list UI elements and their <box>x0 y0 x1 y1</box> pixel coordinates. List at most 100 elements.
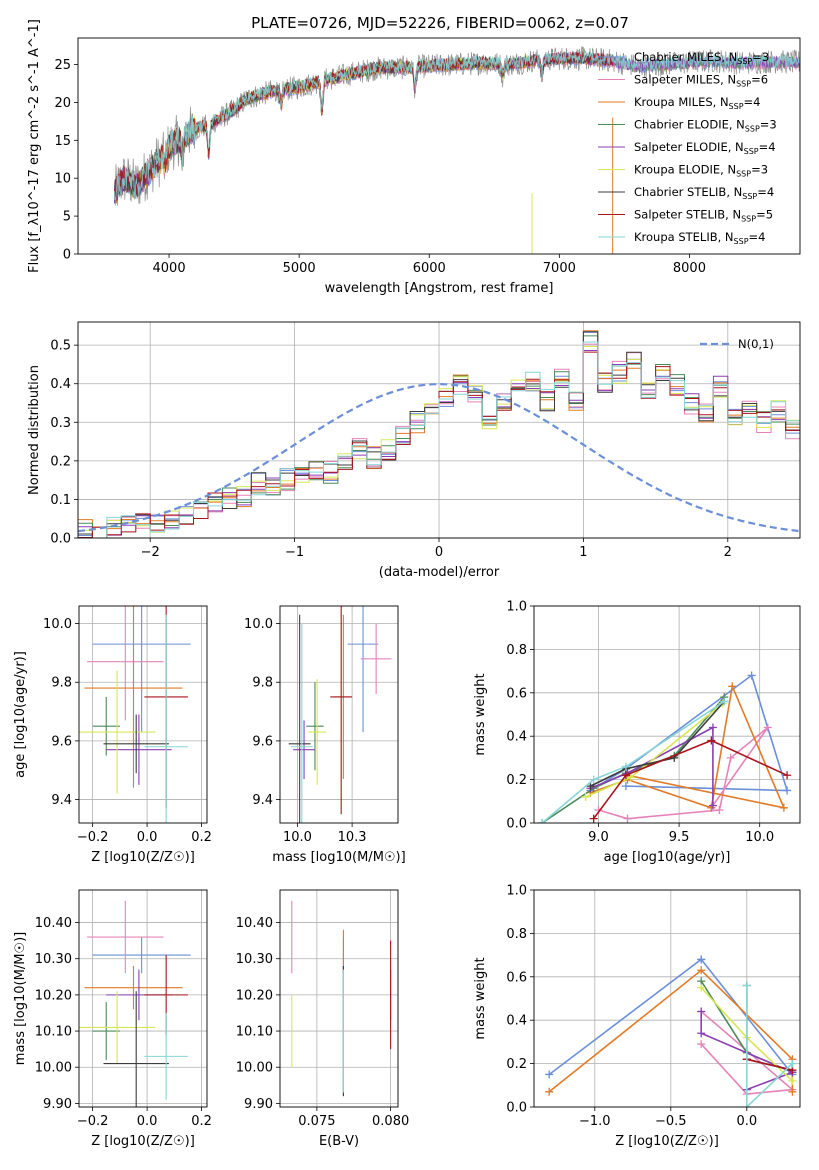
data-point-marker <box>779 803 788 812</box>
y-tick-label: 10.00 <box>236 1061 273 1076</box>
data-point-marker <box>621 762 630 771</box>
axes-frame <box>533 605 801 824</box>
y-tick-label: 0.5 <box>50 339 71 354</box>
y-tick-label: 0.6 <box>506 970 527 985</box>
data-point-marker <box>742 1103 751 1107</box>
y-tick-label: 10.20 <box>236 988 273 1003</box>
y-tick-label: 9.6 <box>51 734 72 749</box>
mass-vs-Z-panel: −0.2 0.0 0.2 9.90 10.00 10.10 10.20 10.30 10.40 Z… <box>13 889 212 1149</box>
x-axis-label: E(B-V) <box>319 1134 359 1149</box>
x-axis-label: Z [log10(Z/Z☉)] <box>615 1134 719 1149</box>
legend-value: =3 <box>751 163 768 177</box>
legend-entry: Salpeter STELIB, NSSP=5 <box>634 208 773 224</box>
legend-subscript: SSP <box>745 125 760 134</box>
errorbar-kroupa-stelib <box>144 614 188 823</box>
data-point-marker <box>589 814 598 823</box>
y-tick-label: 15 <box>54 134 71 149</box>
legend-subscript: SSP <box>736 80 751 89</box>
y-axis-label: mass [log10(M/M☉)] <box>13 932 28 1065</box>
axes-frame <box>78 889 208 1108</box>
histogram-kroupa-elodie <box>78 346 800 533</box>
y-axis-label: Normed distribution <box>27 365 42 495</box>
data-point-marker <box>747 671 756 680</box>
data-point-marker <box>788 1076 797 1085</box>
x-axis-label: wavelength [Angstrom, rest frame] <box>325 281 554 296</box>
x-tick-label: 1 <box>579 545 587 560</box>
legend-subscript: SSP <box>729 102 744 111</box>
legend-value: =4 <box>757 185 774 199</box>
x-tick-label: 10.0 <box>745 830 774 845</box>
x-tick-label: 2 <box>724 545 732 560</box>
data-point-marker <box>697 955 706 964</box>
y-tick-label: 9.8 <box>51 676 72 691</box>
legend-entry: Kroupa ELODIE, NSSP=3 <box>634 163 768 179</box>
y-tick-label: 0.8 <box>506 643 527 658</box>
x-tick-label: 0.0 <box>137 830 158 845</box>
model-spectrum-kroupa-stelib <box>114 50 800 201</box>
axes-frame <box>533 889 801 1108</box>
errorbar-salpeter-miles <box>87 606 164 721</box>
data-point-marker <box>783 771 792 780</box>
y-tick-label: 0.1 <box>50 493 71 508</box>
y-tick-label: 10.20 <box>35 988 72 1003</box>
y-tick-label: 0.0 <box>50 532 71 547</box>
data-point-marker <box>726 753 735 762</box>
axes-frame <box>77 37 801 255</box>
series-kroupa-stelib <box>742 981 797 1107</box>
legend-subscript: SSP <box>744 147 759 156</box>
errorbars <box>291 900 392 1097</box>
data-point-marker <box>720 697 729 706</box>
errorbar-salpeter-miles <box>360 623 392 694</box>
y-tick-label: 0.0 <box>506 1101 527 1116</box>
data-point-marker <box>623 814 632 823</box>
y-tick-label: 0.4 <box>506 730 527 745</box>
data-point-marker <box>621 782 630 791</box>
legend-value: =5 <box>756 208 773 222</box>
data-point-marker <box>763 723 772 732</box>
y-tick-label: 25 <box>54 58 71 73</box>
data-point-marker <box>626 773 635 782</box>
y-tick-label: 9.6 <box>252 734 273 749</box>
data-point-marker <box>708 723 717 732</box>
y-tick-label: 0.4 <box>506 1014 527 1029</box>
legend-subscript: SSP <box>741 215 756 224</box>
x-tick-label: 9.0 <box>588 830 609 845</box>
x-tick-label: 6000 <box>413 261 446 276</box>
data-point-marker <box>538 819 547 823</box>
histogram-kroupa-stelib <box>78 341 800 538</box>
data-point-marker <box>788 1087 797 1096</box>
legend-entry: Salpeter ELODIE, NSSP=4 <box>634 140 776 156</box>
x-axis-label: Z [log10(Z/Z☉)] <box>91 850 195 865</box>
legend-value: =4 <box>749 230 766 244</box>
spectrum-panel: 4000 5000 6000 7000 8000 0 5 10 15 20 25 wavelength… <box>27 19 801 296</box>
x-tick-label: −0.2 <box>77 1114 109 1129</box>
data-point-marker <box>707 736 716 745</box>
y-tick-label: 5 <box>63 210 71 225</box>
errorbar-kroupa-elodie <box>79 991 156 1064</box>
y-tick-label: 10.0 <box>43 617 72 632</box>
y-tick-label: 0.8 <box>506 927 527 942</box>
data-point-marker <box>783 786 792 795</box>
series-line <box>592 739 788 820</box>
y-tick-label: 1.0 <box>506 884 527 899</box>
data-point-marker <box>788 1059 797 1068</box>
errorbar-chabrier-stelib <box>288 614 311 823</box>
errorbar-chabrier-elodie <box>92 1002 120 1060</box>
errorbar-kroupa-miles <box>84 965 183 1010</box>
x-tick-label: 0.0 <box>736 1114 757 1129</box>
data-point-marker <box>697 983 706 992</box>
spectrum-lines <box>114 46 800 254</box>
residual-histogram-panel: −2 −1 0 1 2 0.0 0.1 0.2 0.3 0.4 0.5 (data-model)/er… <box>27 321 801 580</box>
legend-entry: Chabrier MILES, NSSP=3 <box>634 50 769 66</box>
mass-weight-vs-age-panel: 9.0 9.5 10.0 0.0 0.2 0.4 0.6 0.8 1.0 age [log10(a… <box>473 600 801 865</box>
mass-weight-lines <box>538 671 792 823</box>
legend-subscript: SSP <box>737 57 752 66</box>
series-line <box>590 700 725 787</box>
x-axis-label: mass [log10(M/M☉)] <box>272 850 405 865</box>
x-tick-label: 10.3 <box>338 830 367 845</box>
data-point-marker <box>581 792 590 801</box>
errorbars <box>79 606 191 823</box>
x-tick-label: 0.2 <box>191 830 212 845</box>
series-salpeter-miles <box>594 723 772 823</box>
